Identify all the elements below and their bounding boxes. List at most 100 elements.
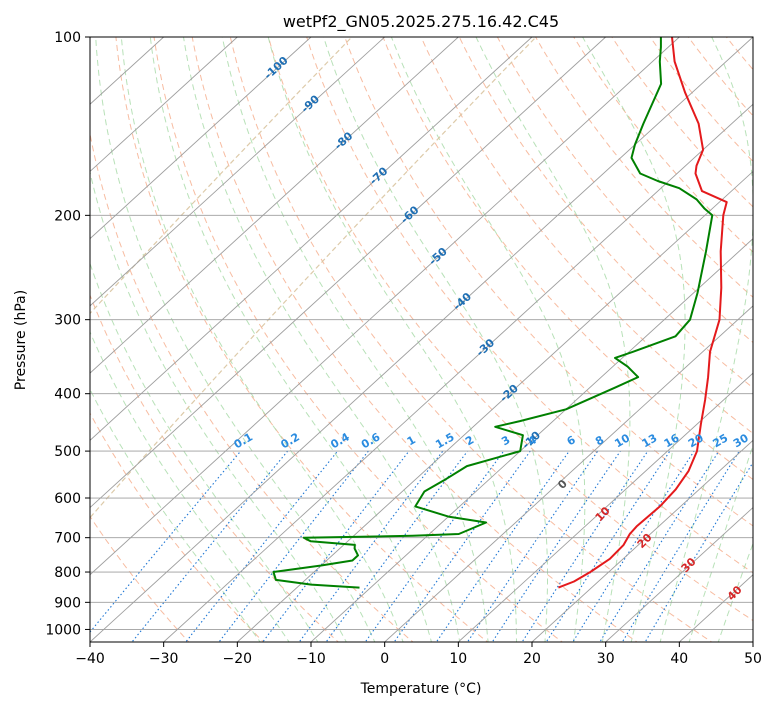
label-layer: -100-90-80-70-60-50-40-30-20-100.1 0.2 0.4…: [232, 54, 751, 604]
grid-layer: [90, 37, 753, 642]
mixing-ratio-line: [90, 450, 242, 633]
moist-adiabat-line: [475, 37, 631, 642]
isotherm-line: [605, 506, 753, 642]
isotherm-line: [531, 439, 753, 642]
chart-title: wetPf2_GN05.2025.275.16.42.C45: [283, 12, 559, 32]
y-tick-label: 600: [54, 491, 81, 507]
isotherm-line: [458, 372, 753, 642]
moist-adiabat-label: 40: [725, 583, 745, 603]
dry-adiabat-line: [153, 37, 564, 642]
x-tick-label: 40: [670, 651, 688, 667]
data-layer: [272, 37, 728, 589]
isotherm-line: [90, 37, 533, 441]
moist-adiabat-line: [120, 37, 404, 642]
mixing-ratio-label: 20: [686, 431, 706, 450]
x-tick-label: 30: [597, 651, 615, 667]
y-tick-label: 800: [54, 565, 81, 581]
dry-adiabat-line: [535, 37, 753, 298]
y-tick-label: 200: [54, 208, 81, 224]
isotherm-line: [90, 37, 606, 509]
isotherm-line: [310, 238, 753, 642]
mixing-ratio-line: [325, 450, 468, 642]
dry-adiabat-line: [496, 37, 753, 344]
x-tick-label: −10: [296, 651, 326, 667]
auxiliary-curve-line: [90, 37, 353, 315]
mixing-ratio-label: 1: [405, 433, 418, 448]
y-tick-label: 100: [54, 30, 81, 46]
plot-frame: [89, 36, 754, 643]
mixing-ratio-line: [521, 450, 649, 642]
auxiliary-curve-line: [90, 37, 537, 519]
x-tick-label: 0: [380, 651, 389, 667]
dry-adiabat-line: [725, 37, 753, 71]
isotherm-line: [90, 37, 312, 240]
mixing-ratio-label: 6: [565, 433, 578, 448]
mixing-ratio-label: 0.6: [359, 430, 383, 451]
dry-adiabat-line: [191, 37, 638, 642]
y-tick-label: 300: [54, 313, 81, 329]
x-tick-label: −30: [149, 651, 179, 667]
isotherm-line: [752, 641, 753, 642]
isotherm-line: [90, 37, 238, 173]
mixing-ratio-line: [545, 450, 671, 642]
y-tick-label: 700: [54, 531, 81, 547]
dry-adiabat-line: [90, 412, 265, 642]
mixing-ratio-line: [644, 461, 753, 642]
dry-adiabat-line: [687, 37, 753, 117]
temperature-profile-line: [558, 37, 728, 589]
mixing-ratio-label: 13: [640, 431, 660, 450]
dry-adiabat-line: [420, 37, 753, 435]
mixing-ratio-line: [491, 450, 621, 642]
mixing-ratio-line: [262, 450, 410, 642]
moist-adiabat-line: [582, 37, 686, 642]
x-axis-label: Temperature (°C): [360, 681, 482, 697]
mixing-ratio-line: [131, 450, 289, 642]
dewpoint-profile-line: [272, 37, 714, 589]
mixing-ratio-line: [599, 450, 720, 642]
moist-adiabat-line: [717, 542, 753, 642]
mixing-ratio-label: 8: [593, 433, 606, 448]
mixing-ratio-line: [298, 450, 444, 642]
y-tick-label: 500: [54, 444, 81, 460]
mixing-ratio-label: 30: [731, 431, 751, 450]
dry-adiabat-line: [267, 37, 753, 622]
mixing-ratio-line: [572, 450, 695, 642]
moist-adiabat-line: [95, 37, 376, 642]
moist-adiabat-line: [688, 443, 753, 642]
x-tick-label: 10: [449, 651, 467, 667]
mixing-ratio-line: [393, 450, 531, 642]
mixing-ratio-label: 1.5: [433, 430, 456, 451]
x-tick-label: −20: [223, 651, 253, 667]
y-tick-label: 1000: [45, 622, 81, 638]
isotherm-line: [163, 103, 753, 642]
dry-adiabat-line: [90, 131, 414, 642]
mixing-ratio-label: 16: [662, 431, 682, 450]
isotherm-line: [237, 170, 753, 642]
moist-adiabat-line: [90, 169, 347, 642]
axis-layer: −40 −30 −20 −10 0 10 20 30 40 5010020030040050060…: [45, 30, 762, 667]
mixing-ratio-line: [364, 450, 505, 642]
mixing-ratio-line: [218, 450, 369, 642]
mixing-ratio-line: [621, 450, 740, 642]
moist-adiabat-line: [267, 37, 517, 642]
mixing-ratio-label: 0.1: [232, 430, 255, 451]
dry-adiabat-line: [115, 37, 489, 642]
dry-adiabat-line: [649, 37, 753, 163]
mixing-ratio-line: [435, 450, 570, 642]
isotherm-line: [90, 37, 753, 642]
y-axis-label: Pressure (hPa): [13, 290, 29, 390]
x-tick-label: −40: [75, 651, 105, 667]
mixing-ratio-label: 0.2: [278, 430, 301, 451]
x-tick-label: 50: [744, 651, 762, 667]
isotherm-line: [90, 37, 459, 374]
dry-adiabat-line: [344, 37, 753, 527]
moist-adiabat-line: [90, 262, 319, 642]
moist-adiabat-line: [659, 37, 753, 642]
dry-adiabat-line: [306, 37, 753, 574]
x-tick-label: 20: [523, 651, 541, 667]
isotherm-line: [90, 37, 385, 307]
dry-adiabat-label: -100: [262, 54, 291, 82]
mixing-ratio-line: [185, 450, 339, 642]
isotherm-line: [384, 305, 753, 642]
